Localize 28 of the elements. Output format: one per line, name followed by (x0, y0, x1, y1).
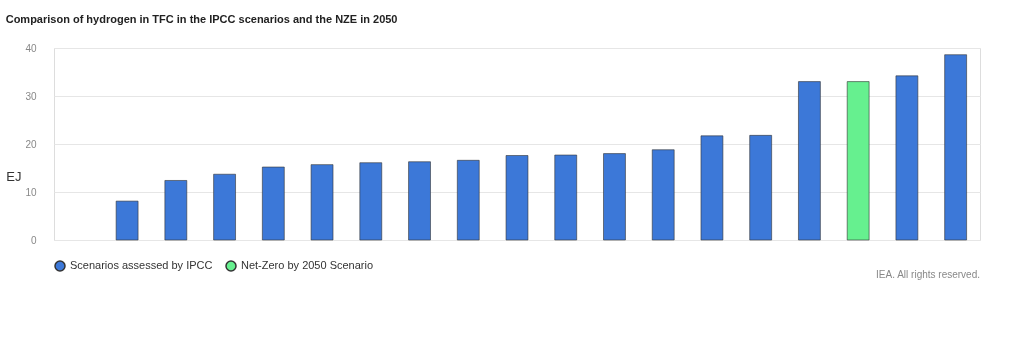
bar (457, 160, 480, 241)
bar (164, 180, 188, 241)
chart-title: Comparison of hydrogen in TFC in the IPCC scenarios and the NZE in 2050 (5, 13, 398, 25)
bar (505, 155, 529, 241)
bar (262, 166, 285, 241)
y-tick-label: 30 (25, 90, 37, 102)
y-tick-label: 40 (25, 42, 37, 54)
legend-label: Net-Zero by 2050 Scenario (241, 259, 374, 271)
bar (554, 154, 577, 241)
y-tick-label: 10 (25, 186, 37, 198)
bar (944, 54, 967, 241)
y-tick-label: 0 (30, 234, 37, 246)
bar (798, 81, 821, 241)
bar (310, 164, 334, 241)
y-tick-label: 20 (25, 138, 37, 150)
bar (115, 200, 139, 241)
bar (408, 161, 431, 241)
y-axis-title: EJ (6, 168, 22, 184)
legend-label: Scenarios assessed by IPCC (70, 259, 213, 271)
bar (846, 81, 870, 241)
bar (603, 153, 626, 241)
text: IEA. All rights reserved. (876, 269, 980, 280)
bar (700, 135, 724, 241)
bar (749, 135, 772, 241)
bar (213, 173, 236, 241)
bar (359, 162, 383, 241)
bar (651, 149, 675, 241)
bar (895, 75, 919, 241)
